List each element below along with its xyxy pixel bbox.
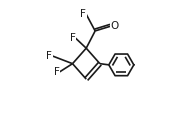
Text: F: F (46, 51, 52, 61)
Text: F: F (80, 9, 86, 19)
Text: F: F (70, 33, 76, 43)
Text: O: O (111, 21, 119, 31)
Text: F: F (54, 67, 59, 77)
